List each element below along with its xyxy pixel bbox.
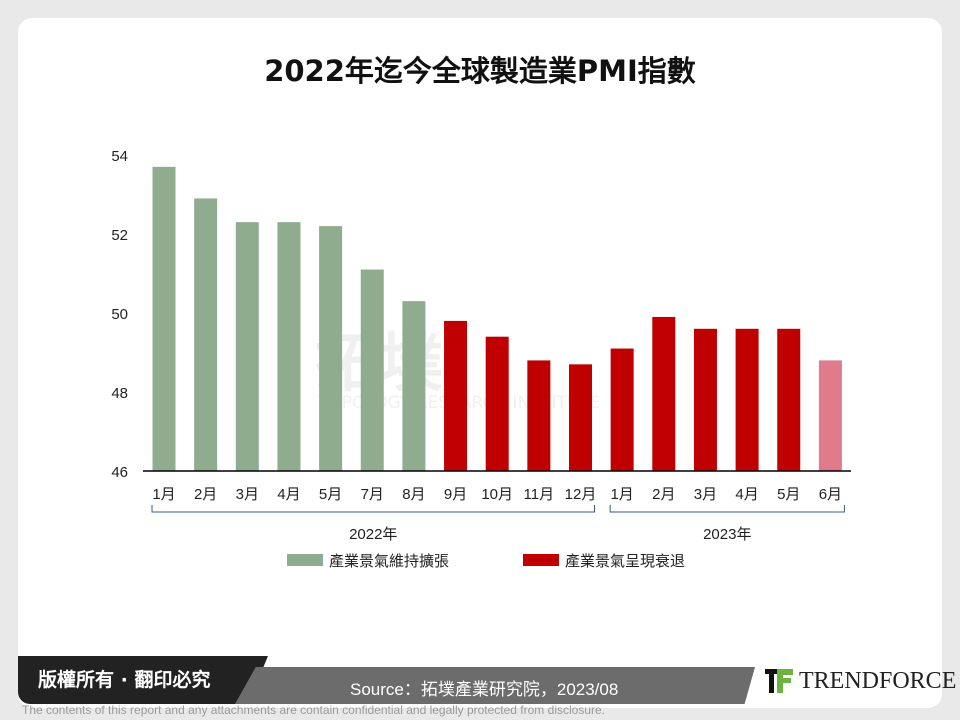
- bar-11: [610, 348, 634, 471]
- x-tick-label: 9月: [444, 486, 467, 503]
- x-tick-label: 7月: [361, 486, 384, 503]
- x-tick-label: 5月: [319, 486, 342, 503]
- source-text: Source：拓墣產業研究院，2023/08: [350, 680, 619, 699]
- bar-12: [652, 316, 676, 471]
- x-tick-label: 3月: [236, 486, 259, 503]
- x-tick-label: 2月: [194, 486, 217, 503]
- trendforce-logo-icon: [765, 669, 793, 693]
- x-tick-label: 11月: [524, 486, 555, 503]
- x-tick-label: 8月: [402, 486, 425, 503]
- bar-9: [527, 360, 551, 471]
- x-tick-label: 4月: [735, 486, 758, 503]
- bar-10: [569, 364, 592, 471]
- disclaimer: The contents of this report and any atta…: [22, 703, 605, 717]
- bar-15: [777, 328, 801, 471]
- footer-source-band: [235, 667, 755, 704]
- y-tick-label: 48: [111, 385, 128, 402]
- bar-0: [152, 166, 176, 471]
- x-tick-label: 6月: [819, 486, 842, 503]
- legend-swatch: [287, 554, 323, 566]
- bar-1: [194, 198, 218, 471]
- group-label: 2022年: [349, 526, 397, 543]
- x-tick-label: 3月: [694, 486, 717, 503]
- legend-label: 產業景氣維持擴張: [329, 553, 449, 570]
- brand-text: TRENDFORCE: [799, 667, 957, 694]
- x-tick-label: 5月: [777, 486, 800, 503]
- x-tick-label: 1月: [152, 486, 175, 503]
- x-tick-label: 1月: [610, 486, 633, 503]
- y-tick-label: 52: [111, 227, 128, 244]
- group-bracket: [609, 505, 845, 513]
- bar-16: [818, 360, 842, 471]
- trendforce-logo: TRENDFORCE: [765, 666, 956, 696]
- group-bracket: [151, 505, 595, 513]
- x-tick-label: 10月: [481, 486, 513, 503]
- bar-7: [444, 320, 468, 471]
- copyright-text: 版權所有 · 翻印必究: [38, 669, 211, 691]
- bar-6: [402, 301, 426, 471]
- group-label: 2023年: [703, 526, 751, 543]
- chart-title: 2022年迄今全球製造業PMI指數: [264, 54, 696, 88]
- y-tick-label: 50: [111, 306, 128, 323]
- bar-13: [693, 328, 717, 471]
- legend-swatch: [523, 554, 559, 566]
- x-tick-label: 12月: [565, 486, 597, 503]
- bar-4: [319, 226, 343, 471]
- x-tick-label: 4月: [277, 486, 300, 503]
- bar-3: [277, 222, 301, 471]
- bar-2: [235, 222, 259, 471]
- bar-5: [360, 269, 384, 471]
- bar-8: [485, 336, 509, 471]
- legend-label: 產業景氣呈現衰退: [565, 553, 685, 570]
- footer-copyright-band: [18, 656, 268, 704]
- bar-14: [735, 328, 759, 471]
- y-tick-label: 46: [111, 464, 128, 481]
- x-tick-label: 2月: [652, 486, 675, 503]
- y-tick-label: 54: [111, 148, 128, 165]
